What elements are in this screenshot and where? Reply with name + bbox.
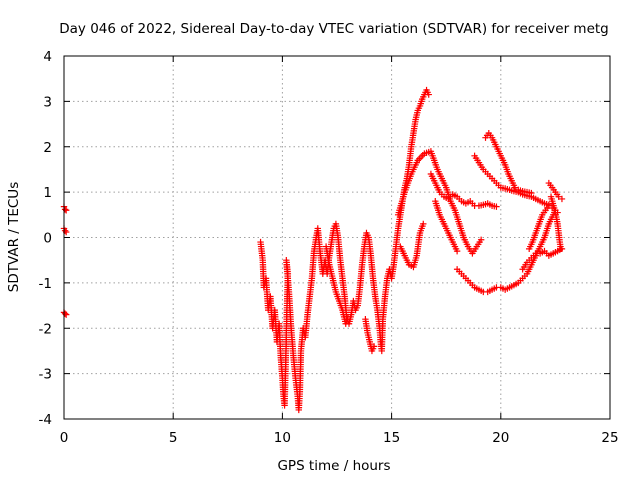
- y-tick-label: 4: [43, 49, 52, 65]
- data-point: [61, 227, 69, 234]
- data-point: [420, 220, 427, 228]
- y-tick-label: 1: [43, 185, 52, 201]
- x-tick-label: 20: [492, 430, 509, 446]
- y-tick-label: -1: [39, 276, 52, 292]
- x-tick-label: 15: [383, 430, 400, 446]
- x-tick-label: 0: [60, 430, 69, 446]
- data-point: [477, 236, 485, 243]
- x-tick-label: 25: [601, 430, 618, 446]
- x-tick-label: 5: [169, 430, 178, 446]
- data-point: [555, 193, 562, 200]
- axis-ticks: 0 5 10 15 20 25 -4 -3 -2 -1 0 1 2 3 4: [39, 49, 619, 446]
- x-axis-label: GPS time / hours: [277, 458, 390, 474]
- data-point: [370, 343, 378, 350]
- data-point: [61, 206, 69, 213]
- data-points: [60, 86, 566, 414]
- data-point: [344, 313, 352, 321]
- data-point: [493, 203, 500, 210]
- y-tick-label: -3: [39, 367, 52, 383]
- data-point: [511, 184, 519, 191]
- y-axis-label: SDTVAR / TECUs: [6, 182, 22, 292]
- y-tick-label: -4: [39, 412, 52, 428]
- y-tick-label: -2: [39, 321, 52, 337]
- y-tick-label: 0: [43, 231, 52, 247]
- data-point: [528, 189, 535, 197]
- data-point: [61, 310, 69, 317]
- y-tick-label: 2: [43, 140, 52, 156]
- data-point: [425, 91, 432, 98]
- data-point: [558, 195, 566, 203]
- data-point: [557, 245, 565, 253]
- chart-title: Day 046 of 2022, Sidereal Day-to-day VTE…: [59, 21, 609, 37]
- data-point: [453, 247, 461, 255]
- x-tick-label: 10: [274, 430, 291, 446]
- y-tick-label: 3: [43, 94, 52, 110]
